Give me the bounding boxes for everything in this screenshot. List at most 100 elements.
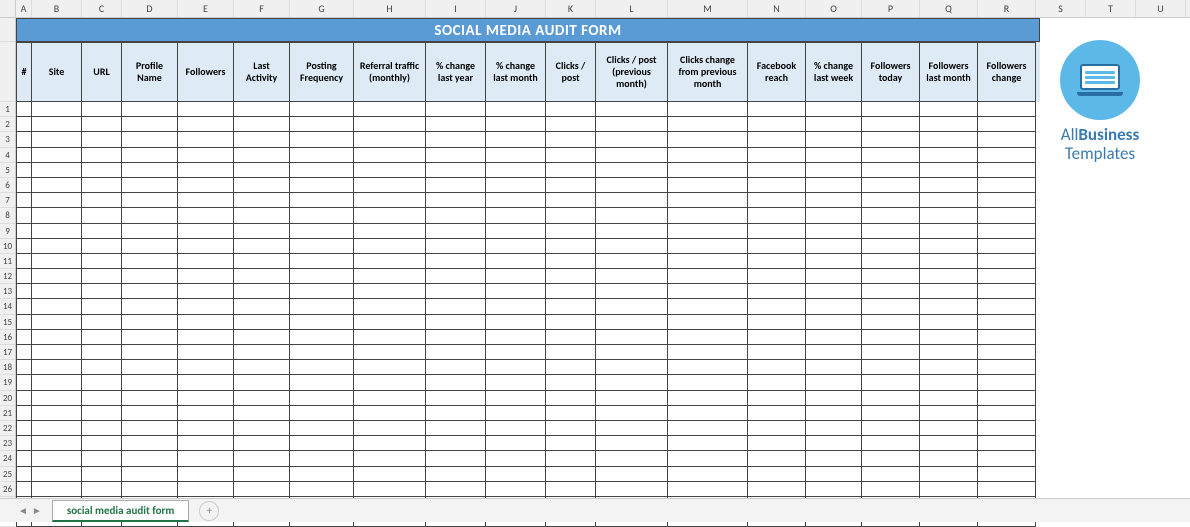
cell[interactable] — [748, 391, 806, 406]
cell[interactable] — [426, 102, 486, 117]
cell[interactable] — [32, 360, 82, 375]
cell[interactable] — [122, 406, 178, 421]
cell[interactable] — [978, 102, 1036, 117]
cell[interactable] — [82, 132, 122, 147]
cell[interactable] — [178, 391, 234, 406]
cell[interactable] — [290, 360, 354, 375]
cell[interactable] — [668, 436, 748, 451]
cell[interactable] — [978, 315, 1036, 330]
cell[interactable] — [426, 178, 486, 193]
cell[interactable] — [806, 436, 862, 451]
cell[interactable] — [426, 375, 486, 390]
cell[interactable] — [234, 315, 290, 330]
cell[interactable] — [16, 391, 32, 406]
tab-nav-arrows[interactable]: ◄ ► — [18, 504, 42, 517]
column-letter[interactable]: Q — [920, 0, 978, 17]
column-letter[interactable]: D — [122, 0, 178, 17]
cell[interactable] — [978, 330, 1036, 345]
cell[interactable] — [486, 467, 546, 482]
cell[interactable] — [546, 451, 596, 466]
cell[interactable] — [748, 345, 806, 360]
cell[interactable] — [82, 421, 122, 436]
cell[interactable] — [668, 102, 748, 117]
cell[interactable] — [862, 117, 920, 132]
cell[interactable] — [748, 451, 806, 466]
cell[interactable] — [354, 239, 426, 254]
sheet-tab-active[interactable]: social media audit form — [52, 500, 190, 522]
cell[interactable] — [862, 436, 920, 451]
cell[interactable] — [82, 467, 122, 482]
cell[interactable] — [486, 163, 546, 178]
cell[interactable] — [32, 193, 82, 208]
cell[interactable] — [486, 360, 546, 375]
cell[interactable] — [16, 254, 32, 269]
cell[interactable] — [290, 451, 354, 466]
cell[interactable] — [668, 284, 748, 299]
cell[interactable] — [32, 163, 82, 178]
cell[interactable] — [862, 345, 920, 360]
cell[interactable] — [122, 451, 178, 466]
cell[interactable] — [978, 391, 1036, 406]
cell[interactable] — [32, 451, 82, 466]
cell[interactable] — [82, 406, 122, 421]
cell[interactable] — [234, 102, 290, 117]
cell[interactable] — [546, 284, 596, 299]
cell[interactable] — [748, 436, 806, 451]
cell[interactable] — [920, 254, 978, 269]
cell[interactable] — [978, 299, 1036, 314]
cell[interactable] — [978, 163, 1036, 178]
cell[interactable] — [290, 436, 354, 451]
cell[interactable] — [32, 375, 82, 390]
cell[interactable] — [82, 224, 122, 239]
cell[interactable] — [82, 208, 122, 223]
cell[interactable] — [978, 269, 1036, 284]
column-letter[interactable]: J — [486, 0, 546, 17]
cell[interactable] — [748, 315, 806, 330]
cell[interactable] — [354, 391, 426, 406]
cell[interactable] — [978, 375, 1036, 390]
cell[interactable] — [748, 406, 806, 421]
cell[interactable] — [546, 391, 596, 406]
cell[interactable] — [668, 467, 748, 482]
cell[interactable] — [122, 421, 178, 436]
row-number[interactable]: 18 — [0, 360, 15, 375]
cell[interactable] — [596, 421, 668, 436]
cell[interactable] — [486, 117, 546, 132]
cell[interactable] — [596, 315, 668, 330]
cell[interactable] — [82, 315, 122, 330]
cell[interactable] — [234, 163, 290, 178]
cell[interactable] — [486, 375, 546, 390]
cell[interactable] — [806, 208, 862, 223]
cell[interactable] — [862, 330, 920, 345]
cell[interactable] — [486, 406, 546, 421]
cell[interactable] — [806, 224, 862, 239]
cell[interactable] — [862, 254, 920, 269]
cell[interactable] — [82, 163, 122, 178]
row-number[interactable]: 12 — [0, 269, 15, 284]
cell[interactable] — [668, 315, 748, 330]
cell[interactable] — [426, 391, 486, 406]
cell[interactable] — [978, 178, 1036, 193]
cell[interactable] — [806, 315, 862, 330]
cell[interactable] — [862, 208, 920, 223]
cell[interactable] — [978, 117, 1036, 132]
cell[interactable] — [748, 132, 806, 147]
column-letter[interactable]: B — [32, 0, 82, 17]
cell[interactable] — [354, 193, 426, 208]
column-header[interactable]: Posting Frequency — [290, 42, 354, 102]
cell[interactable] — [290, 254, 354, 269]
cell[interactable] — [122, 360, 178, 375]
cell[interactable] — [122, 193, 178, 208]
cell[interactable] — [354, 117, 426, 132]
cell[interactable] — [920, 360, 978, 375]
cell[interactable] — [806, 117, 862, 132]
row-number[interactable]: 11 — [0, 254, 15, 269]
cell[interactable] — [668, 406, 748, 421]
cell[interactable] — [546, 330, 596, 345]
cell[interactable] — [290, 284, 354, 299]
cell[interactable] — [978, 208, 1036, 223]
cell[interactable] — [596, 269, 668, 284]
cell[interactable] — [290, 482, 354, 497]
cell[interactable] — [178, 269, 234, 284]
cell[interactable] — [668, 269, 748, 284]
